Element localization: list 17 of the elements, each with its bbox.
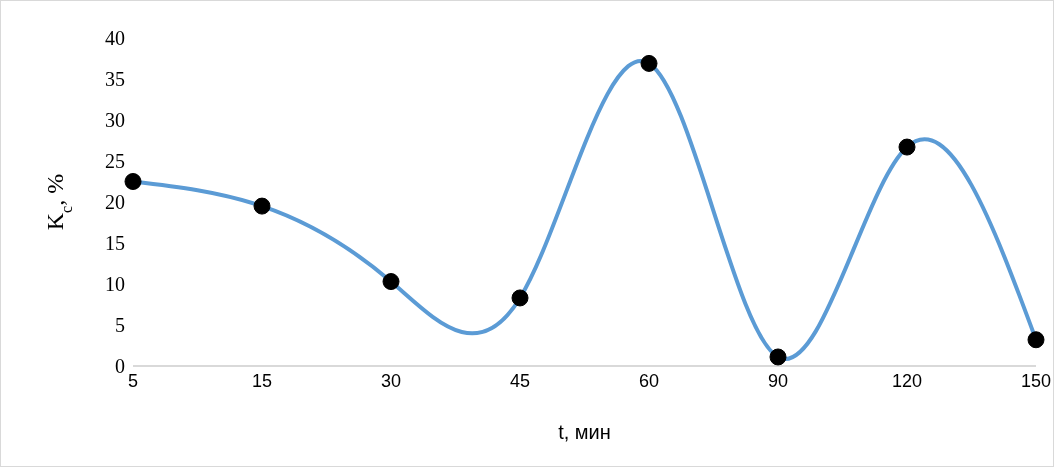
x-tick-label: 45 <box>509 370 531 391</box>
y-tick-label: 0 <box>115 355 125 378</box>
y-tick-label: 15 <box>105 232 125 255</box>
x-axis-title: t, мин <box>558 421 611 443</box>
x-tick-label: 15 <box>251 370 273 391</box>
x-tick-label: 120 <box>891 370 923 391</box>
y-tick-label: 30 <box>105 109 125 132</box>
y-tick-label: 20 <box>105 191 125 214</box>
y-tick-label: 5 <box>115 314 125 337</box>
x-tick-label: 30 <box>380 370 402 391</box>
x-tick-label: 60 <box>638 370 660 391</box>
y-tick-label: 35 <box>105 68 125 91</box>
x-tick-label: 90 <box>767 370 789 391</box>
y-tick-label: 10 <box>105 273 125 296</box>
y-tick-label: 40 <box>105 27 125 50</box>
x-tick-label: 150 <box>1020 370 1052 391</box>
y-tick-label: 25 <box>105 150 125 173</box>
